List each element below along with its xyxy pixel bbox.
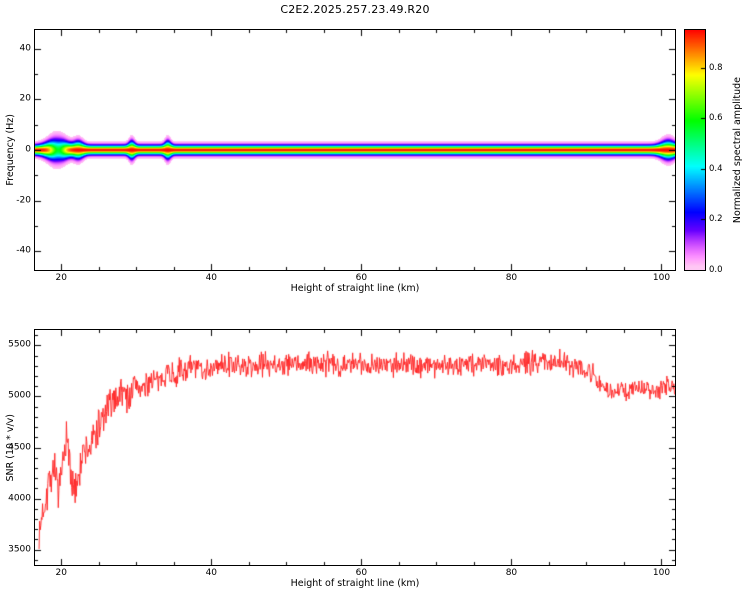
spectrogram-xtick-label: 40: [205, 273, 218, 283]
spectrogram-xtick-label: 80: [505, 273, 518, 283]
spectrogram-canvas: [35, 30, 675, 270]
spectrogram-xtick-label: 20: [55, 273, 67, 283]
spectrogram-xlabel: Height of straight line (km): [290, 283, 420, 294]
snr-xtick-label: 20: [55, 568, 67, 578]
snr-ytick-label: 5000: [8, 390, 31, 401]
spectrogram-ytick-label: -20: [16, 195, 31, 206]
colorbar-canvas: [685, 30, 705, 270]
colorbar: [684, 29, 706, 271]
snr-plot: [34, 329, 676, 566]
spectrogram-ytick-label: -40: [16, 245, 31, 256]
spectrogram-plot: [34, 29, 676, 271]
snr-xtick-label: 100: [652, 568, 671, 578]
colorbar-tick-label: 0.0: [709, 264, 723, 275]
figure-title: C2E2.2025.257.23.49.R20: [280, 3, 430, 16]
snr-xtick-label: 60: [355, 568, 368, 578]
snr-ytick-label: 4000: [8, 493, 31, 504]
snr-xtick-label: 80: [505, 568, 518, 578]
spectrogram-ytick-label: 40: [19, 43, 31, 54]
spectrogram-ylabel: Frequency (Hz): [5, 114, 16, 186]
colorbar-tick-label: 0.6: [709, 113, 723, 124]
spectrogram-ytick-label: 20: [19, 93, 31, 104]
colorbar-label: Normalized spectral amplitude: [732, 77, 743, 224]
colorbar-tick-label: 0.8: [709, 62, 723, 73]
spectrogram-xtick-label: 60: [355, 273, 368, 283]
snr-ytick-label: 5500: [8, 339, 31, 350]
snr-xtick-label: 40: [205, 568, 218, 578]
snr-ytick-label: 4500: [8, 442, 31, 452]
colorbar-tick-label: 0.4: [709, 163, 723, 174]
snr-canvas: [35, 330, 675, 565]
colorbar-tick-label: 0.2: [709, 214, 723, 225]
spectrogram-xtick-label: 100: [652, 273, 671, 283]
spectrogram-ytick-label: 0: [25, 144, 31, 155]
snr-ytick-label: 3500: [8, 544, 31, 555]
snr-xlabel: Height of straight line (km): [290, 578, 420, 589]
